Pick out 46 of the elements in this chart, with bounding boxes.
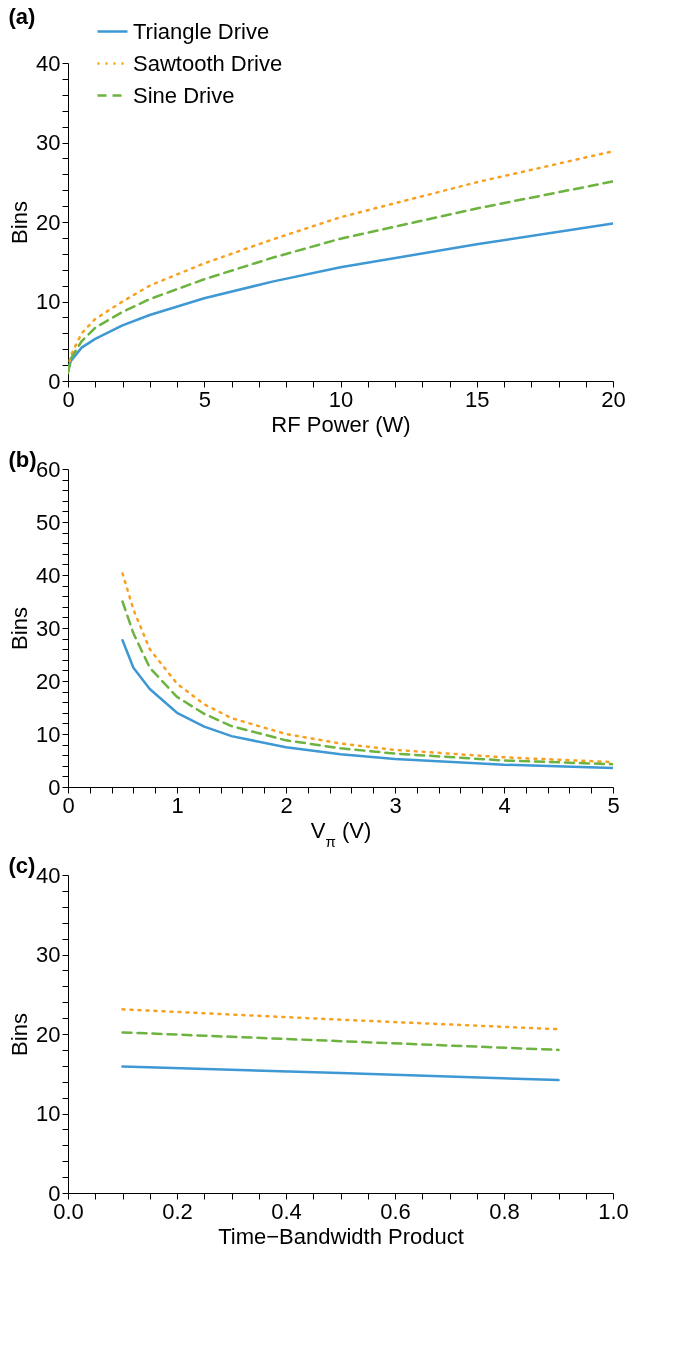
chart-title: (a) bbox=[8, 4, 36, 29]
y-tick-label: 30 bbox=[36, 130, 61, 155]
x-tick-label: 10 bbox=[328, 386, 354, 412]
x-tick-label: 20 bbox=[601, 386, 626, 412]
x-tick-label: 0.8 bbox=[489, 1198, 520, 1224]
y-axis-title: Bins bbox=[7, 607, 33, 650]
x-tick-label: 0.2 bbox=[162, 1198, 193, 1224]
x-tick-label: 5 bbox=[198, 386, 211, 412]
y-tick-label: 30 bbox=[36, 942, 61, 967]
x-axis-title: V$_{π}$ (V) bbox=[310, 817, 372, 849]
x-tick-label: 5 bbox=[607, 792, 620, 818]
x-tick-label: 15 bbox=[465, 386, 490, 412]
x-tick-label: 1.0 bbox=[598, 1198, 629, 1224]
y-tick-label: 10 bbox=[36, 721, 61, 747]
x-tick-label: 3 bbox=[389, 792, 402, 818]
legend-label: Sawtooth Drive bbox=[133, 50, 283, 76]
legend-label: Sine Drive bbox=[133, 82, 235, 108]
y-tick-label: 40 bbox=[36, 50, 61, 76]
x-tick-label: 0.6 bbox=[380, 1198, 411, 1224]
y-tick-label: 10 bbox=[36, 289, 61, 314]
y-tick-label: 0 bbox=[48, 368, 61, 394]
y-tick-label: 20 bbox=[36, 668, 61, 694]
line-series bbox=[68, 180, 613, 375]
y-tick-label: 30 bbox=[36, 615, 61, 641]
y-tick-label: 20 bbox=[36, 1021, 61, 1047]
chart-title: (c) bbox=[8, 853, 36, 878]
line-series bbox=[121, 600, 613, 766]
y-tick-label: 40 bbox=[36, 862, 61, 888]
x-tick-label: 1 bbox=[171, 792, 184, 818]
y-tick-label: 0 bbox=[48, 774, 61, 800]
y-axis-title: Bins bbox=[7, 201, 33, 244]
line-series bbox=[121, 572, 613, 764]
chart-title: (b) bbox=[8, 447, 37, 472]
legend-label: Triangle Drive bbox=[133, 18, 270, 44]
y-tick-label: 60 bbox=[36, 456, 61, 482]
line-series bbox=[121, 638, 613, 770]
y-axis-title: Bins bbox=[7, 1013, 33, 1056]
x-tick-label: 0.4 bbox=[271, 1198, 302, 1224]
y-tick-label: 20 bbox=[36, 209, 61, 235]
x-tick-label: 4 bbox=[498, 792, 511, 818]
y-tick-label: 40 bbox=[36, 562, 61, 588]
y-tick-label: 50 bbox=[36, 509, 61, 535]
x-tick-label: 2 bbox=[280, 792, 293, 818]
x-axis-title: Time−Bandwidth Product bbox=[218, 1223, 464, 1249]
y-tick-label: 10 bbox=[36, 1101, 61, 1126]
x-axis-title: RF Power (W) bbox=[271, 411, 411, 437]
